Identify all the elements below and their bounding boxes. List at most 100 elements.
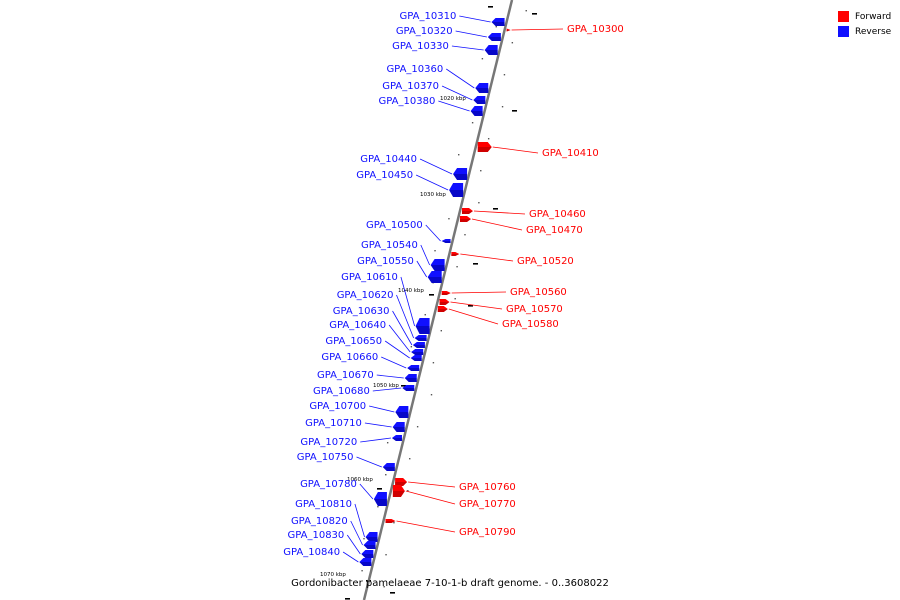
gene-feature[interactable] xyxy=(411,349,424,355)
gene-label[interactable]: GPA_10680 xyxy=(313,386,370,397)
gene-arrow-shade xyxy=(402,388,415,391)
gene-leader xyxy=(384,340,410,359)
gene-feature[interactable] xyxy=(470,106,483,116)
gene-feature[interactable] xyxy=(392,485,405,497)
gene-feature[interactable] xyxy=(430,259,445,271)
gene-feature[interactable] xyxy=(477,142,492,152)
gene-label[interactable]: GPA_10830 xyxy=(287,530,344,541)
gene-leader xyxy=(459,15,491,23)
gene-label[interactable]: GPA_10700 xyxy=(309,401,366,412)
gene-leader xyxy=(350,520,363,546)
gene-label[interactable]: GPA_10580 xyxy=(502,319,559,330)
gene-feature[interactable] xyxy=(487,33,501,41)
gene-label[interactable]: GPA_10670 xyxy=(317,370,374,381)
gene-label[interactable]: GPA_10380 xyxy=(379,96,436,107)
gene-feature[interactable] xyxy=(385,519,396,523)
gene-label[interactable]: GPA_10450 xyxy=(356,170,413,181)
gene-arrow-shade xyxy=(487,37,501,41)
gene-feature[interactable] xyxy=(373,492,387,506)
kbp-marker: 1060 kbp xyxy=(347,477,373,483)
gene-label[interactable]: GPA_10460 xyxy=(529,209,586,220)
gene-label[interactable]: GPA_10840 xyxy=(283,547,340,558)
gene-label[interactable]: GPA_10500 xyxy=(366,220,423,231)
gene-feature[interactable] xyxy=(439,299,450,305)
gene-label[interactable]: GPA_10410 xyxy=(542,148,599,159)
gene-feature[interactable] xyxy=(391,435,402,441)
gene-label[interactable]: GPA_10780 xyxy=(300,479,357,490)
gene-feature[interactable] xyxy=(404,374,417,382)
gene-feature[interactable] xyxy=(382,463,395,471)
gene-label[interactable]: GPA_10640 xyxy=(329,320,386,331)
gene-label[interactable]: GPA_10360 xyxy=(386,64,443,75)
gene-label[interactable]: GPA_10660 xyxy=(321,352,378,363)
gene-arrow-shade xyxy=(392,491,405,497)
gene-feature[interactable] xyxy=(459,216,471,222)
gene-feature[interactable] xyxy=(441,291,451,295)
gene-label[interactable]: GPA_10440 xyxy=(360,154,417,165)
gene-label[interactable]: GPA_10520 xyxy=(517,256,574,267)
gene-label[interactable]: GPA_10710 xyxy=(305,418,362,429)
tick xyxy=(458,154,460,156)
gene-feature[interactable] xyxy=(414,335,427,341)
gene-label[interactable]: GPA_10540 xyxy=(361,240,418,251)
tick-dash xyxy=(390,592,395,594)
gene-feature[interactable] xyxy=(475,83,489,93)
gene-feature[interactable] xyxy=(491,18,505,26)
gene-label[interactable]: GPA_10560 xyxy=(510,287,567,298)
gene-leader xyxy=(441,85,473,101)
tick xyxy=(424,314,426,316)
gene-label[interactable]: GPA_10770 xyxy=(459,499,516,510)
gene-feature[interactable] xyxy=(449,183,464,197)
gene-feature[interactable] xyxy=(361,550,374,558)
gene-feature[interactable] xyxy=(407,365,420,371)
gene-feature[interactable] xyxy=(484,45,498,55)
gene-feature[interactable] xyxy=(441,239,451,243)
gene-feature[interactable] xyxy=(506,28,511,32)
gene-label[interactable]: GPA_10370 xyxy=(382,81,439,92)
gene-label[interactable]: GPA_10620 xyxy=(337,290,394,301)
gene-label[interactable]: GPA_10790 xyxy=(459,527,516,538)
gene-label[interactable]: GPA_10820 xyxy=(291,516,348,527)
gene-arrow-shade xyxy=(359,562,372,566)
gene-feature[interactable] xyxy=(437,306,448,312)
gene-feature[interactable] xyxy=(473,96,486,104)
gene-feature[interactable] xyxy=(410,355,422,361)
gene-arrow-shade xyxy=(427,277,442,283)
gene-feature[interactable] xyxy=(363,541,376,549)
gene-label[interactable]: GPA_10610 xyxy=(341,272,398,283)
gene-label[interactable]: GPA_10320 xyxy=(396,26,453,37)
gene-label[interactable]: GPA_10300 xyxy=(567,24,624,35)
gene-label[interactable]: GPA_10310 xyxy=(400,11,457,22)
gene-label[interactable]: GPA_10750 xyxy=(297,452,354,463)
tick xyxy=(511,42,514,44)
gene-feature[interactable] xyxy=(359,558,372,566)
gene-label[interactable]: GPA_10550 xyxy=(357,256,414,267)
gene-leader xyxy=(360,437,392,443)
gene-feature[interactable] xyxy=(415,318,430,334)
gene-arrow-shade xyxy=(470,111,483,116)
gene-label[interactable]: GPA_10470 xyxy=(526,225,583,236)
gene-feature[interactable] xyxy=(395,406,409,418)
legend-forward: Forward xyxy=(838,9,891,24)
gene-feature[interactable] xyxy=(461,208,473,214)
gene-feature[interactable] xyxy=(427,271,442,283)
gene-feature[interactable] xyxy=(402,385,415,391)
gene-feature[interactable] xyxy=(412,342,425,348)
gene-feature[interactable] xyxy=(365,532,378,542)
gene-label[interactable]: GPA_10330 xyxy=(392,41,449,52)
gene-label[interactable]: GPA_10810 xyxy=(295,499,352,510)
gene-feature[interactable] xyxy=(453,168,468,180)
gene-arrow-shade xyxy=(459,219,471,222)
tick xyxy=(501,106,504,108)
gene-feature[interactable] xyxy=(395,478,408,486)
gene-label[interactable]: GPA_10720 xyxy=(300,437,357,448)
gene-feature[interactable] xyxy=(392,422,405,432)
gene-feature[interactable] xyxy=(451,252,460,256)
gene-label[interactable]: GPA_10630 xyxy=(333,306,390,317)
tick xyxy=(448,218,450,220)
gene-label[interactable]: GPA_10760 xyxy=(459,482,516,493)
gene-label[interactable]: GPA_10570 xyxy=(506,304,563,315)
tick xyxy=(430,394,433,396)
gene-label[interactable]: GPA_10650 xyxy=(325,336,382,347)
